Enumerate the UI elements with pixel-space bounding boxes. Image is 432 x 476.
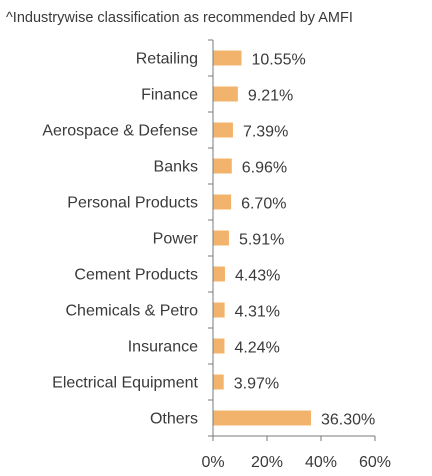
category-label: Power <box>153 231 199 248</box>
x-tick-label: 0% <box>201 454 224 471</box>
data-label: 7.39% <box>243 124 288 141</box>
x-tick-label: 20% <box>251 454 283 471</box>
bar <box>213 230 229 246</box>
data-label: 4.31% <box>235 304 280 321</box>
bar <box>213 86 238 102</box>
data-label: 6.70% <box>241 196 286 213</box>
x-tick-label: 40% <box>305 454 337 471</box>
bar <box>213 302 225 318</box>
category-label: Others <box>150 411 198 428</box>
bar <box>213 50 242 66</box>
data-label: 6.96% <box>242 160 287 177</box>
data-label: 36.30% <box>321 412 375 429</box>
bar <box>213 410 312 426</box>
bar <box>213 374 224 390</box>
bar <box>213 194 232 210</box>
bar <box>213 158 232 174</box>
data-label: 3.97% <box>234 376 279 393</box>
category-label: Finance <box>141 87 198 104</box>
bar <box>213 266 225 282</box>
category-label: Electrical Equipment <box>52 375 198 392</box>
data-label: 9.21% <box>248 88 293 105</box>
category-label: Cement Products <box>74 267 198 284</box>
data-label: 4.24% <box>234 340 279 357</box>
category-label: Personal Products <box>67 195 198 212</box>
x-tick-label: 60% <box>359 454 391 471</box>
chart-footnote: ^Industrywise classification as recommen… <box>6 10 353 26</box>
data-label: 10.55% <box>251 52 305 69</box>
data-label: 4.43% <box>235 268 280 285</box>
category-label: Chemicals & Petro <box>66 303 199 320</box>
category-label: Retailing <box>136 51 198 68</box>
category-label: Aerospace & Defense <box>42 123 198 140</box>
category-label: Insurance <box>128 339 198 356</box>
category-label: Banks <box>154 159 198 176</box>
data-label: 5.91% <box>239 232 284 249</box>
bar <box>213 122 233 138</box>
bar <box>213 338 225 354</box>
